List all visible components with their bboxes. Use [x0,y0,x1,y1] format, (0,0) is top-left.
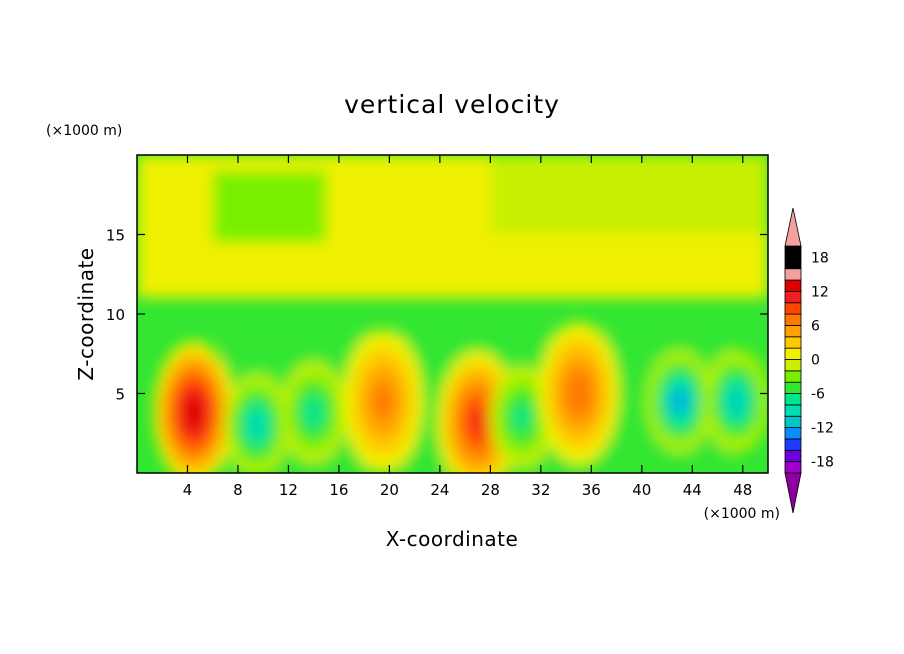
updraft-contour [471,410,485,435]
x-axis-ticks: 4 8 12 16 20 24 28 32 36 40 44 48 [183,155,752,499]
downdraft-contour [247,411,266,440]
downdraft-contour [730,392,742,410]
colorbar-label: -6 [811,387,825,403]
colorbar-bin [784,438,802,451]
x-unit-label: (×1000 m) [704,506,780,522]
x-tick-label: 24 [430,481,449,499]
y-tick-label: 15 [106,227,125,245]
x-axis-label: X-coordinate [386,527,519,551]
x-tick-label: 16 [329,481,348,499]
colorbar-label: 0 [811,353,820,369]
velocity-field [137,155,768,473]
field-band [490,155,768,235]
colorbar-bin [784,404,802,417]
y-axis-label: Z-coordinate [74,247,98,380]
colorbar-bin [784,302,802,315]
x-tick-label: 12 [279,481,298,499]
x-tick-label: 32 [531,481,550,499]
colorbar-bin [784,415,802,429]
colorbar-bin [784,461,802,474]
colorbar-bin [784,370,802,383]
downdraft-contour [302,395,325,430]
updraft-contour [372,383,394,420]
colorbar-over-arrow [784,207,802,247]
colorbar-bin [784,279,802,292]
x-tick-label: 48 [733,481,752,499]
y-tick-label: 10 [106,306,125,324]
x-tick-label: 8 [233,481,243,499]
colorbar-under-arrow [784,472,802,514]
x-tick-label: 40 [632,481,651,499]
x-tick-label: 4 [183,481,193,499]
x-tick-label: 44 [683,481,702,499]
downdraft-contour [513,404,531,431]
colorbar: 18 12 6 0 -6 -12 -18 [784,207,834,514]
x-tick-label: 28 [481,481,500,499]
y-unit-label: (×1000 m) [46,123,122,139]
updraft-contour [188,403,199,422]
colorbar-bin [784,359,802,372]
colorbar-bin [784,290,802,304]
colorbar-bin [784,427,802,440]
colorbar-bin [784,449,802,463]
colorbar-label: 18 [811,250,829,266]
x-tick-label: 20 [380,481,399,499]
colorbar-label: 12 [811,284,829,300]
y-axis-ticks: 5 10 15 [106,227,768,404]
colorbar-label: -18 [811,455,834,471]
field-band [212,170,327,243]
x-tick-label: 36 [582,481,601,499]
colorbar-bin [784,313,802,326]
colorbar-label: -12 [811,421,834,437]
colorbar-bin [784,381,802,394]
y-tick-label: 5 [115,386,125,404]
updraft-contour [565,369,593,418]
colorbar-bin [784,256,802,270]
downdraft-contour [674,394,685,409]
colorbar-bin [784,393,802,406]
colorbar-bin [784,245,802,258]
chart-title: vertical velocity [344,90,560,119]
colorbar-bin [784,347,802,360]
colorbar-bin [784,325,802,338]
colorbar-label: 6 [811,318,820,334]
colorbar-bin [784,268,802,281]
colorbar-bin [784,336,802,349]
